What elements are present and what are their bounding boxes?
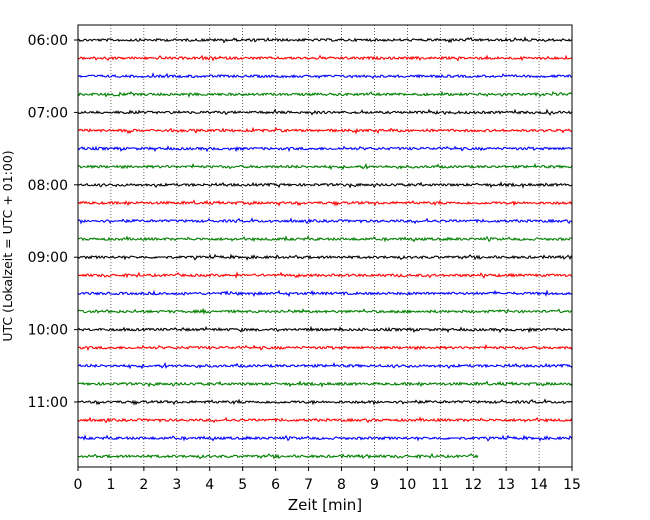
x-tick-label: 14 (530, 477, 548, 493)
trace-line (77, 325, 573, 334)
trace-line (77, 54, 573, 62)
y-tick-label: 11:00 (28, 395, 68, 411)
x-tick-label: 12 (464, 477, 482, 493)
x-tick-label: 3 (172, 477, 181, 493)
axis-ticks (74, 39, 573, 471)
x-tick-label: 13 (497, 477, 515, 493)
trace-line (77, 72, 573, 80)
y-tick-label: 06:00 (28, 33, 68, 49)
y-tick-label: 10:00 (28, 323, 68, 339)
y-tick-label: 08:00 (28, 178, 68, 194)
x-tick-label: 4 (205, 477, 214, 493)
x-tick-label: 10 (398, 477, 416, 493)
trace-line (77, 145, 573, 153)
x-tick-label: 2 (139, 477, 148, 493)
trace-line (77, 162, 573, 171)
x-tick-label: 1 (106, 477, 115, 493)
trace-line (77, 343, 573, 352)
x-tick-labels: 0 1 2 3 4 5 6 7 8 9 10 11 12 13 14 15 (74, 477, 581, 493)
x-tick-label: 15 (563, 477, 581, 493)
trace-line (77, 199, 573, 207)
trace-line (77, 90, 573, 99)
x-tick-label: 11 (431, 477, 449, 493)
trace-line (77, 289, 573, 298)
trace-line (77, 361, 573, 370)
plot-frame (77, 24, 573, 468)
trace-line (77, 307, 572, 316)
trace-line (77, 108, 573, 116)
x-tick-label: 9 (370, 477, 379, 493)
trace-line (78, 126, 573, 135)
trace-line (77, 235, 573, 243)
trace-line (77, 36, 573, 44)
x-tick-label: 5 (238, 477, 247, 493)
trace-line (77, 398, 573, 406)
trace-line (77, 181, 573, 189)
trace-line (77, 253, 573, 261)
trace-line (77, 452, 479, 460)
trace-line (77, 271, 573, 279)
trace-lines (77, 36, 573, 460)
y-tick-label: 07:00 (28, 105, 68, 121)
x-axis-label: Zeit [min] (288, 496, 362, 514)
y-tick-label: 09:00 (28, 250, 68, 266)
trace-line (77, 217, 573, 225)
x-tick-label: 7 (304, 477, 313, 493)
x-tick-label: 0 (74, 477, 83, 493)
y-axis-label: UTC (Lokalzeit = UTC + 01:00) (0, 150, 15, 341)
trace-line (77, 380, 573, 388)
trace-line (77, 416, 573, 424)
x-tick-label: 8 (337, 477, 346, 493)
trace-line (77, 434, 573, 442)
y-tick-labels: 06:00 07:00 08:00 09:00 10:00 11:00 (28, 33, 68, 411)
x-tick-label: 6 (271, 477, 280, 493)
